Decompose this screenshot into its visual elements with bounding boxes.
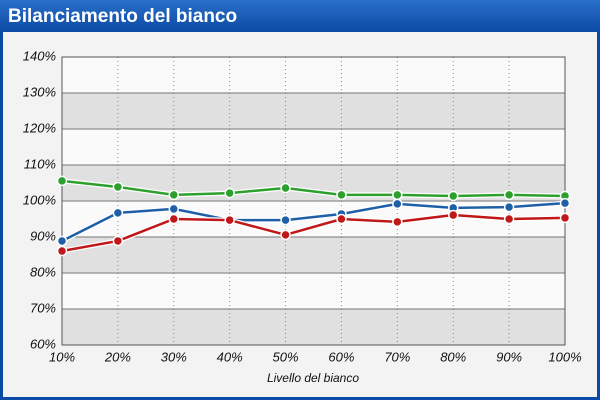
x-tick-label: 80%: [440, 349, 466, 364]
grid-band: [62, 309, 565, 345]
data-point: [168, 203, 180, 215]
y-tick-label: 100%: [23, 192, 56, 207]
x-tick-label: 90%: [496, 349, 522, 364]
x-tick-label: 50%: [273, 349, 299, 364]
data-point: [112, 207, 124, 219]
data-point: [503, 213, 515, 225]
data-point: [280, 229, 291, 241]
y-tick-label: 130%: [23, 84, 56, 99]
header: [0, 0, 600, 32]
y-tick-label: 120%: [23, 120, 56, 135]
data-point: [56, 245, 68, 257]
x-axis-label: Livello del bianco: [267, 371, 359, 385]
x-tick-label: 60%: [328, 349, 354, 364]
data-point: [336, 189, 347, 201]
data-point: [503, 189, 515, 201]
y-tick-label: 70%: [30, 300, 56, 315]
y-tick-label: 140%: [23, 48, 56, 63]
data-point: [392, 189, 403, 201]
data-point: [112, 181, 124, 193]
series-line: [61, 179, 566, 198]
data-point: [280, 182, 291, 194]
y-tick-label: 110%: [24, 156, 56, 171]
grid-band: [62, 93, 565, 129]
data-point: [503, 201, 515, 213]
series-line: [61, 213, 566, 253]
x-tick-label: 100%: [548, 349, 581, 364]
chart-title: Bilanciamento del bianco: [8, 6, 237, 27]
y-tick-label: 80%: [30, 264, 56, 279]
grid-band: [62, 237, 565, 273]
data-point: [559, 197, 571, 209]
data-point: [224, 214, 235, 226]
data-point: [447, 209, 459, 221]
data-point: [224, 187, 235, 199]
data-point: [56, 175, 68, 187]
data-point: [56, 235, 68, 247]
data-point: [168, 213, 180, 225]
data-point: [280, 214, 291, 226]
data-point: [112, 235, 124, 247]
x-tick-label: 70%: [384, 349, 410, 364]
x-tick-label: 30%: [161, 349, 187, 364]
data-point: [336, 213, 347, 225]
series-line: [61, 201, 566, 243]
data-point: [392, 216, 403, 228]
data-point: [392, 198, 403, 210]
data-point: [168, 189, 180, 201]
y-tick-label: 60%: [30, 336, 56, 351]
x-tick-label: 10%: [49, 349, 75, 364]
x-tick-label: 20%: [104, 349, 131, 364]
x-tick-label: 40%: [217, 349, 243, 364]
data-point: [559, 212, 571, 224]
y-tick-label: 90%: [30, 228, 56, 243]
data-point: [447, 190, 459, 202]
